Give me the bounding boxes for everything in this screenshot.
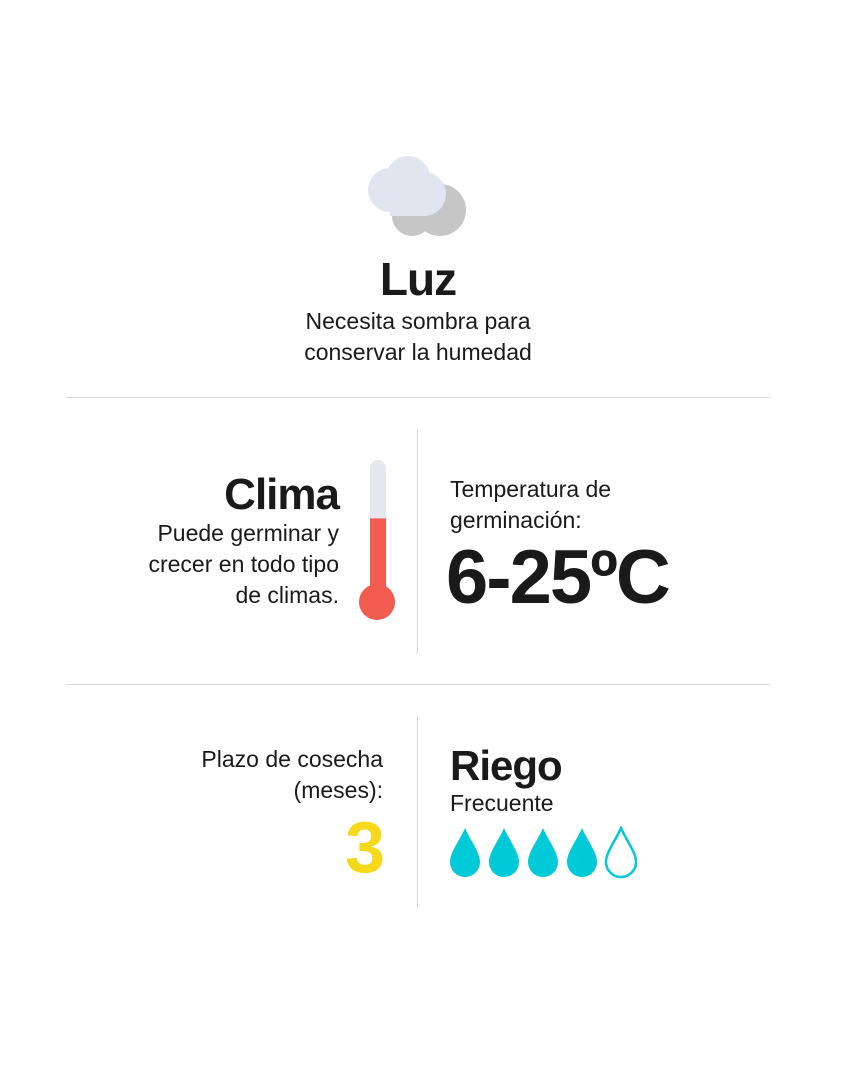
water-drop-icon <box>567 828 597 877</box>
luz-title: Luz <box>379 253 457 305</box>
temperature-label-line: germinación: <box>450 507 582 533</box>
divider-vertical <box>417 430 418 654</box>
riego-subtitle: Frecuente <box>450 790 554 816</box>
water-level-indicator <box>450 826 638 879</box>
luz-description-line: conservar la humedad <box>304 339 532 365</box>
cloud-icon <box>368 156 466 236</box>
clima-title: Clima <box>224 470 340 519</box>
riego-title: Riego <box>450 742 563 789</box>
clima-description-line: Puede germinar y <box>157 520 339 546</box>
divider <box>66 397 770 398</box>
clima-description-line: crecer en todo tipo <box>148 551 339 577</box>
harvest-value: 3 <box>344 808 385 888</box>
clima-description: Puede germinar y crecer en todo tipo de … <box>79 518 339 611</box>
luz-description-line: Necesita sombra para <box>305 308 531 334</box>
luz-description: Necesita sombra para conservar la humeda… <box>0 306 836 368</box>
water-drop-icon <box>528 828 558 877</box>
divider <box>66 684 770 685</box>
harvest-label: Plazo de cosecha (meses): <box>123 744 383 806</box>
water-drop-icon <box>489 828 519 877</box>
water-drop-icon <box>604 826 638 879</box>
harvest-label-line: (meses): <box>293 777 383 803</box>
divider-vertical <box>417 716 418 908</box>
clima-description-line: de climas. <box>235 582 339 608</box>
temperature-label-line: Temperatura de <box>450 476 612 502</box>
temperature-label: Temperatura de germinación: <box>450 474 710 536</box>
thermometer-icon <box>359 460 395 620</box>
harvest-label-line: Plazo de cosecha <box>201 746 383 772</box>
temperature-value: 6-25ºC <box>446 535 671 620</box>
water-drop-icon <box>450 828 480 877</box>
